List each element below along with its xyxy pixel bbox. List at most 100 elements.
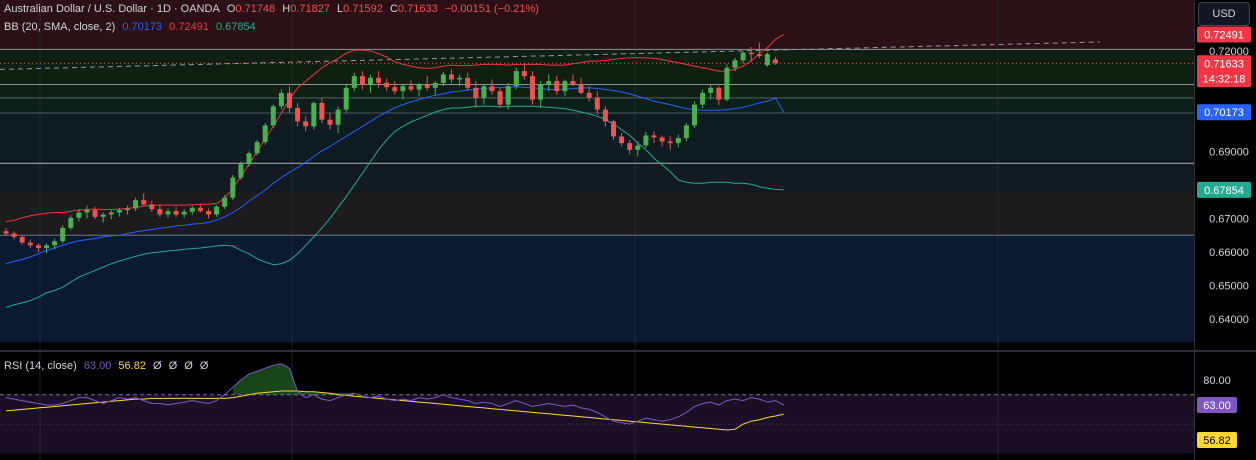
bb-legend[interactable]: BB (20, SMA, close, 2) 0.70173 0.72491 0… — [4, 21, 260, 33]
last-price-label[interactable]: 0.71633 — [1204, 58, 1244, 70]
candle-body — [278, 92, 284, 107]
close-label: C — [389, 3, 398, 15]
candle-body — [351, 76, 357, 88]
candle-body — [683, 125, 689, 139]
candle-body — [708, 87, 714, 93]
candle-body — [748, 52, 754, 55]
rsi-legend[interactable]: RSI (14, close) 63.00 56.82 Ø Ø Ø Ø — [4, 360, 212, 372]
trend-line[interactable] — [0, 41, 1101, 70]
lower-band-label[interactable]: 0.67854 — [1204, 185, 1244, 197]
candle-body — [303, 121, 309, 127]
candle-body — [384, 82, 390, 88]
basis-label[interactable]: 0.70173 — [1204, 107, 1244, 119]
rsi-overbought-fill — [232, 363, 355, 395]
candle-body — [295, 107, 301, 122]
trend-line[interactable] — [0, 41, 1101, 70]
candle-body — [206, 211, 211, 215]
rsi-placeholder: Ø — [184, 360, 193, 372]
candle-body — [392, 87, 398, 92]
candle-body — [635, 145, 641, 150]
bb-upper-value: 0.72491 — [169, 21, 209, 33]
candle-body — [376, 77, 382, 83]
candle-body — [619, 136, 625, 144]
candle-body — [594, 97, 600, 110]
close-value: 0.71633 — [397, 3, 438, 15]
candle-body — [602, 109, 608, 122]
rsi-ma-label[interactable]: 56.82 — [1203, 435, 1231, 447]
countdown-label: 14:32:18 — [1203, 73, 1246, 85]
candle-body — [554, 81, 560, 92]
candle-body — [149, 204, 155, 210]
symbol-legend[interactable]: Australian Dollar / U.S. Dollar · 1D · O… — [4, 3, 543, 15]
rsi-value-label-bg[interactable] — [1197, 397, 1237, 413]
price-zone — [0, 0, 1194, 50]
upper-band-label[interactable]: 0.72491 — [1204, 30, 1244, 42]
candle-body — [287, 92, 292, 108]
candle-body — [651, 135, 657, 138]
candle-body — [270, 106, 276, 126]
candle-body — [52, 241, 58, 246]
basis-label-bg[interactable] — [1197, 104, 1251, 121]
candle-body — [578, 84, 584, 93]
upper-band-label-bg[interactable] — [1197, 26, 1251, 43]
candle-body — [700, 92, 706, 105]
candle-body — [181, 211, 187, 215]
candle-body — [359, 76, 365, 85]
rsi-ma-label-bg[interactable] — [1197, 432, 1237, 448]
price-axis[interactable]: 0.72000 0.69000 0.67000 0.66000 0.65000 0.640… — [1197, 26, 1251, 448]
candle-body — [27, 242, 33, 246]
candle-body — [100, 214, 106, 217]
rsi-placeholder: Ø — [153, 360, 162, 372]
pane-divider[interactable] — [0, 350, 1256, 352]
candle-body — [197, 207, 203, 212]
candle-body — [465, 77, 471, 88]
candle-body — [424, 84, 430, 88]
rsi-ma-line — [5, 390, 784, 431]
rsi-title[interactable]: RSI (14, close) — [4, 360, 77, 372]
symbol-title[interactable]: Australian Dollar / U.S. Dollar · 1D · O… — [4, 3, 220, 15]
bb-basis-line — [5, 86, 785, 265]
candle-body — [473, 87, 479, 98]
candle-body — [449, 74, 454, 80]
candle-body — [546, 81, 552, 85]
candle-body — [141, 200, 147, 205]
candle-body — [586, 92, 592, 98]
last-price-label-bg[interactable] — [1197, 55, 1251, 88]
rsi-pane — [0, 363, 1194, 431]
price-zone — [0, 112, 1194, 164]
candle-body — [400, 86, 406, 92]
low-label: L — [337, 3, 344, 15]
candle-body — [764, 54, 770, 66]
bb-title[interactable]: BB (20, SMA, close, 2) — [4, 21, 116, 33]
candle-body — [84, 210, 90, 213]
candles — [3, 42, 778, 254]
price-zone — [0, 191, 1194, 236]
candle-body — [189, 207, 195, 212]
lower-band-label-bg[interactable] — [1197, 181, 1251, 198]
candle-body — [692, 104, 697, 126]
candle-body — [165, 211, 171, 215]
candle-body — [667, 141, 673, 144]
candle-body — [611, 121, 616, 137]
candle-body — [570, 81, 576, 85]
candle-body — [538, 84, 544, 100]
currency-button[interactable]: USD — [1198, 2, 1250, 26]
candle-body — [732, 60, 738, 68]
high-label: H — [282, 3, 291, 15]
candle-body — [497, 91, 503, 105]
candle-body — [246, 153, 252, 165]
candle-body — [489, 86, 495, 92]
candle-body — [716, 87, 722, 100]
change-value: −0.00151 (−0.21%) — [444, 3, 539, 15]
candle-body — [262, 125, 268, 143]
candle-body — [627, 143, 633, 150]
candle-body — [60, 227, 66, 242]
bb-lower-line — [5, 105, 784, 308]
price-zone — [0, 49, 1194, 85]
low-value: 0.71592 — [343, 3, 383, 15]
candle-body — [416, 84, 422, 90]
rsi-value-label[interactable]: 63.00 — [1203, 400, 1231, 412]
candle-body — [562, 81, 568, 92]
